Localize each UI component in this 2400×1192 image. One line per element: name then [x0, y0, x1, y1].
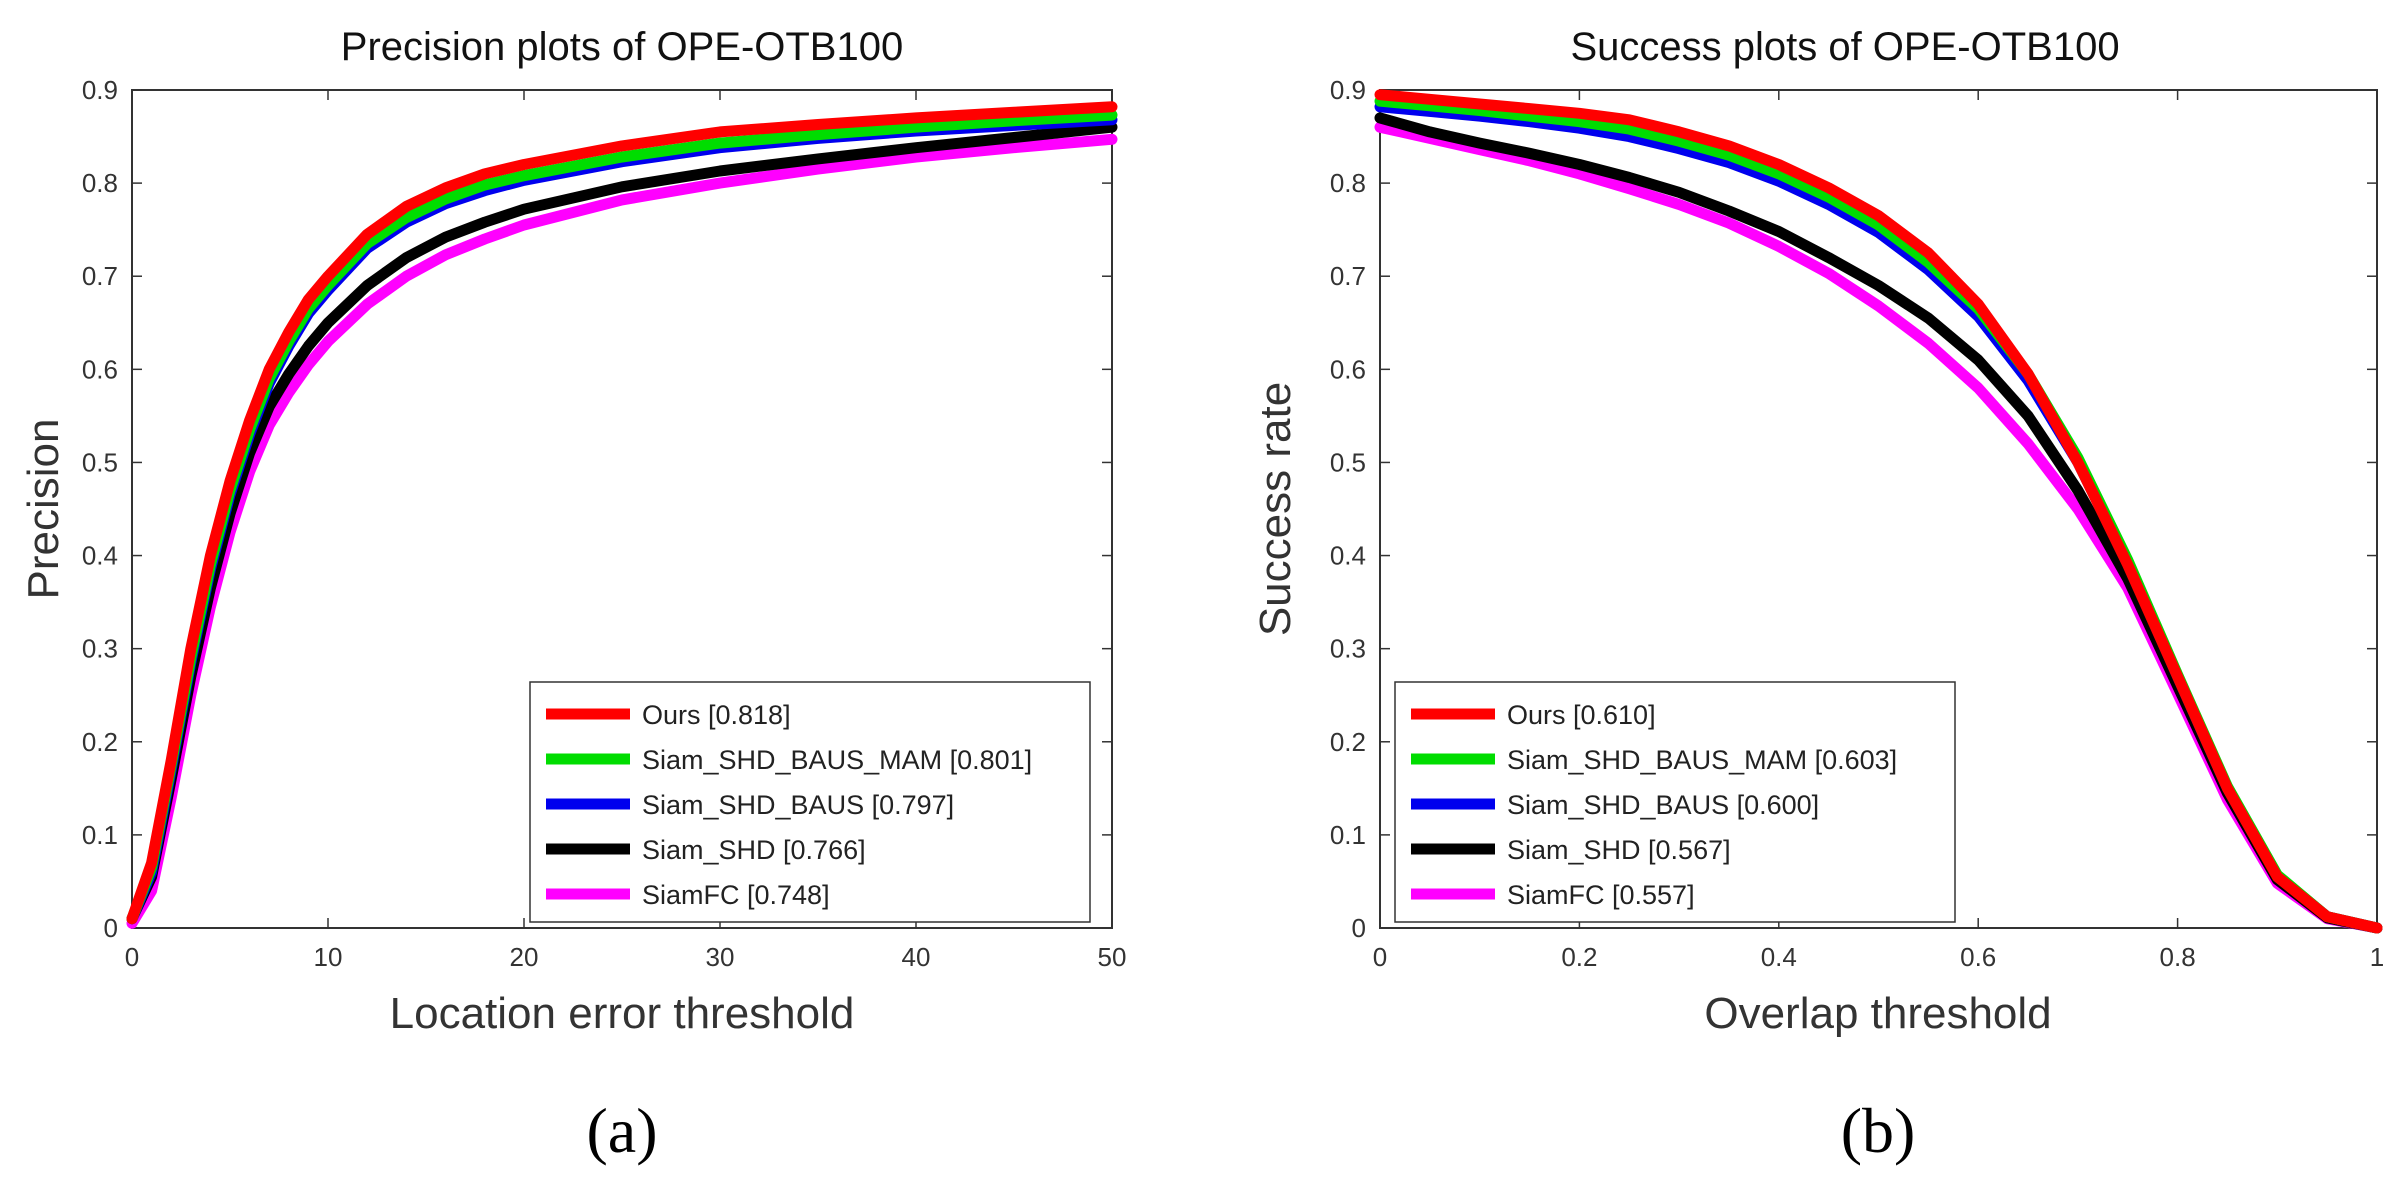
precision-y-tick-label: 0.6: [82, 354, 118, 384]
success-series-group: [1374, 89, 2383, 934]
precision-y-tick-label: 0: [104, 913, 118, 943]
precision-x-tick-label: 30: [706, 942, 735, 972]
panel-label-a: (a): [586, 1095, 657, 1166]
precision-legend-label-3: Siam_SHD [0.766]: [642, 835, 866, 865]
success-chart: Success plots of OPE-OTB100 0 0.2 0.4 0.6 0.…: [1251, 25, 2384, 1166]
precision-x-tick-label: 40: [902, 942, 931, 972]
success-series-line-0: [1374, 89, 2383, 934]
success-y-tick-label: 0.1: [1330, 820, 1366, 850]
success-y-ticks: 0 0.1 0.2 0.3 0.4 0.5 0.6 0.7 0.8 0.9: [1330, 75, 2377, 943]
success-legend-label-2: Siam_SHD_BAUS [0.600]: [1507, 790, 1819, 820]
precision-x-tick-label: 10: [314, 942, 343, 972]
precision-y-tick-label: 0.7: [82, 261, 118, 291]
success-y-tick-label: 0.2: [1330, 727, 1366, 757]
success-y-tick-label: 0.8: [1330, 168, 1366, 198]
success-x-axis-label: Overlap threshold: [1704, 989, 2051, 1038]
success-y-tick-label: 0: [1352, 913, 1366, 943]
success-x-tick-label: 0.6: [1960, 942, 1996, 972]
success-y-tick-label: 0.5: [1330, 447, 1366, 477]
precision-y-tick-label: 0.3: [82, 634, 118, 664]
precision-legend-label-4: SiamFC [0.748]: [642, 880, 830, 910]
precision-x-tick-label: 50: [1098, 942, 1127, 972]
precision-y-ticks: 0 0.1 0.2 0.3 0.4 0.5 0.6 0.7 0.8 0.9: [82, 75, 1112, 943]
precision-series-line-0: [126, 101, 1118, 925]
precision-series-group: [126, 101, 1118, 929]
precision-legend-label-2: Siam_SHD_BAUS [0.797]: [642, 790, 954, 820]
success-y-tick-label: 0.7: [1330, 261, 1366, 291]
success-x-tick-label: 0.8: [2160, 942, 2196, 972]
precision-y-tick-label: 0.5: [82, 447, 118, 477]
precision-y-tick-label: 0.1: [82, 820, 118, 850]
precision-chart: Precision plots of OPE-OTB100 0 10 20 30 40 5…: [19, 25, 1126, 1166]
success-legend-label-3: Siam_SHD [0.567]: [1507, 835, 1731, 865]
precision-x-tick-label: 20: [510, 942, 539, 972]
success-x-tick-label: 0: [1373, 942, 1387, 972]
precision-legend-label-0: Ours [0.818]: [642, 700, 791, 730]
success-x-tick-label: 0.4: [1761, 942, 1797, 972]
precision-legend: Ours [0.818] Siam_SHD_BAUS_MAM [0.801] Sia…: [529, 681, 1091, 923]
success-chart-title: Success plots of OPE-OTB100: [1570, 25, 2119, 69]
success-y-tick-label: 0.6: [1330, 354, 1366, 384]
success-x-tick-label: 0.2: [1561, 942, 1597, 972]
precision-y-tick-label: 0.4: [82, 541, 118, 571]
success-y-tick-label: 0.9: [1330, 75, 1366, 105]
precision-y-tick-label: 0.9: [82, 75, 118, 105]
precision-y-tick-label: 0.2: [82, 727, 118, 757]
precision-x-ticks: 0 10 20 30 40 50: [125, 90, 1127, 972]
precision-x-tick-label: 0: [125, 942, 139, 972]
success-x-tick-label: 1: [2370, 942, 2384, 972]
precision-legend-label-1: Siam_SHD_BAUS_MAM [0.801]: [642, 745, 1032, 775]
success-legend-label-1: Siam_SHD_BAUS_MAM [0.603]: [1507, 745, 1897, 775]
precision-x-axis-label: Location error threshold: [390, 989, 855, 1038]
success-legend: Ours [0.610] Siam_SHD_BAUS_MAM [0.603] Sia…: [1394, 681, 1956, 923]
precision-y-tick-label: 0.8: [82, 168, 118, 198]
precision-y-axis-label: Precision: [19, 419, 68, 600]
success-y-tick-label: 0.4: [1330, 541, 1366, 571]
precision-chart-title: Precision plots of OPE-OTB100: [341, 25, 903, 69]
success-y-tick-label: 0.3: [1330, 634, 1366, 664]
success-legend-label-0: Ours [0.610]: [1507, 700, 1656, 730]
success-legend-label-4: SiamFC [0.557]: [1507, 880, 1695, 910]
panel-label-b: (b): [1841, 1095, 1916, 1166]
success-y-axis-label: Success rate: [1251, 382, 1300, 636]
success-x-ticks: 0 0.2 0.4 0.6 0.8 1: [1373, 90, 2384, 972]
